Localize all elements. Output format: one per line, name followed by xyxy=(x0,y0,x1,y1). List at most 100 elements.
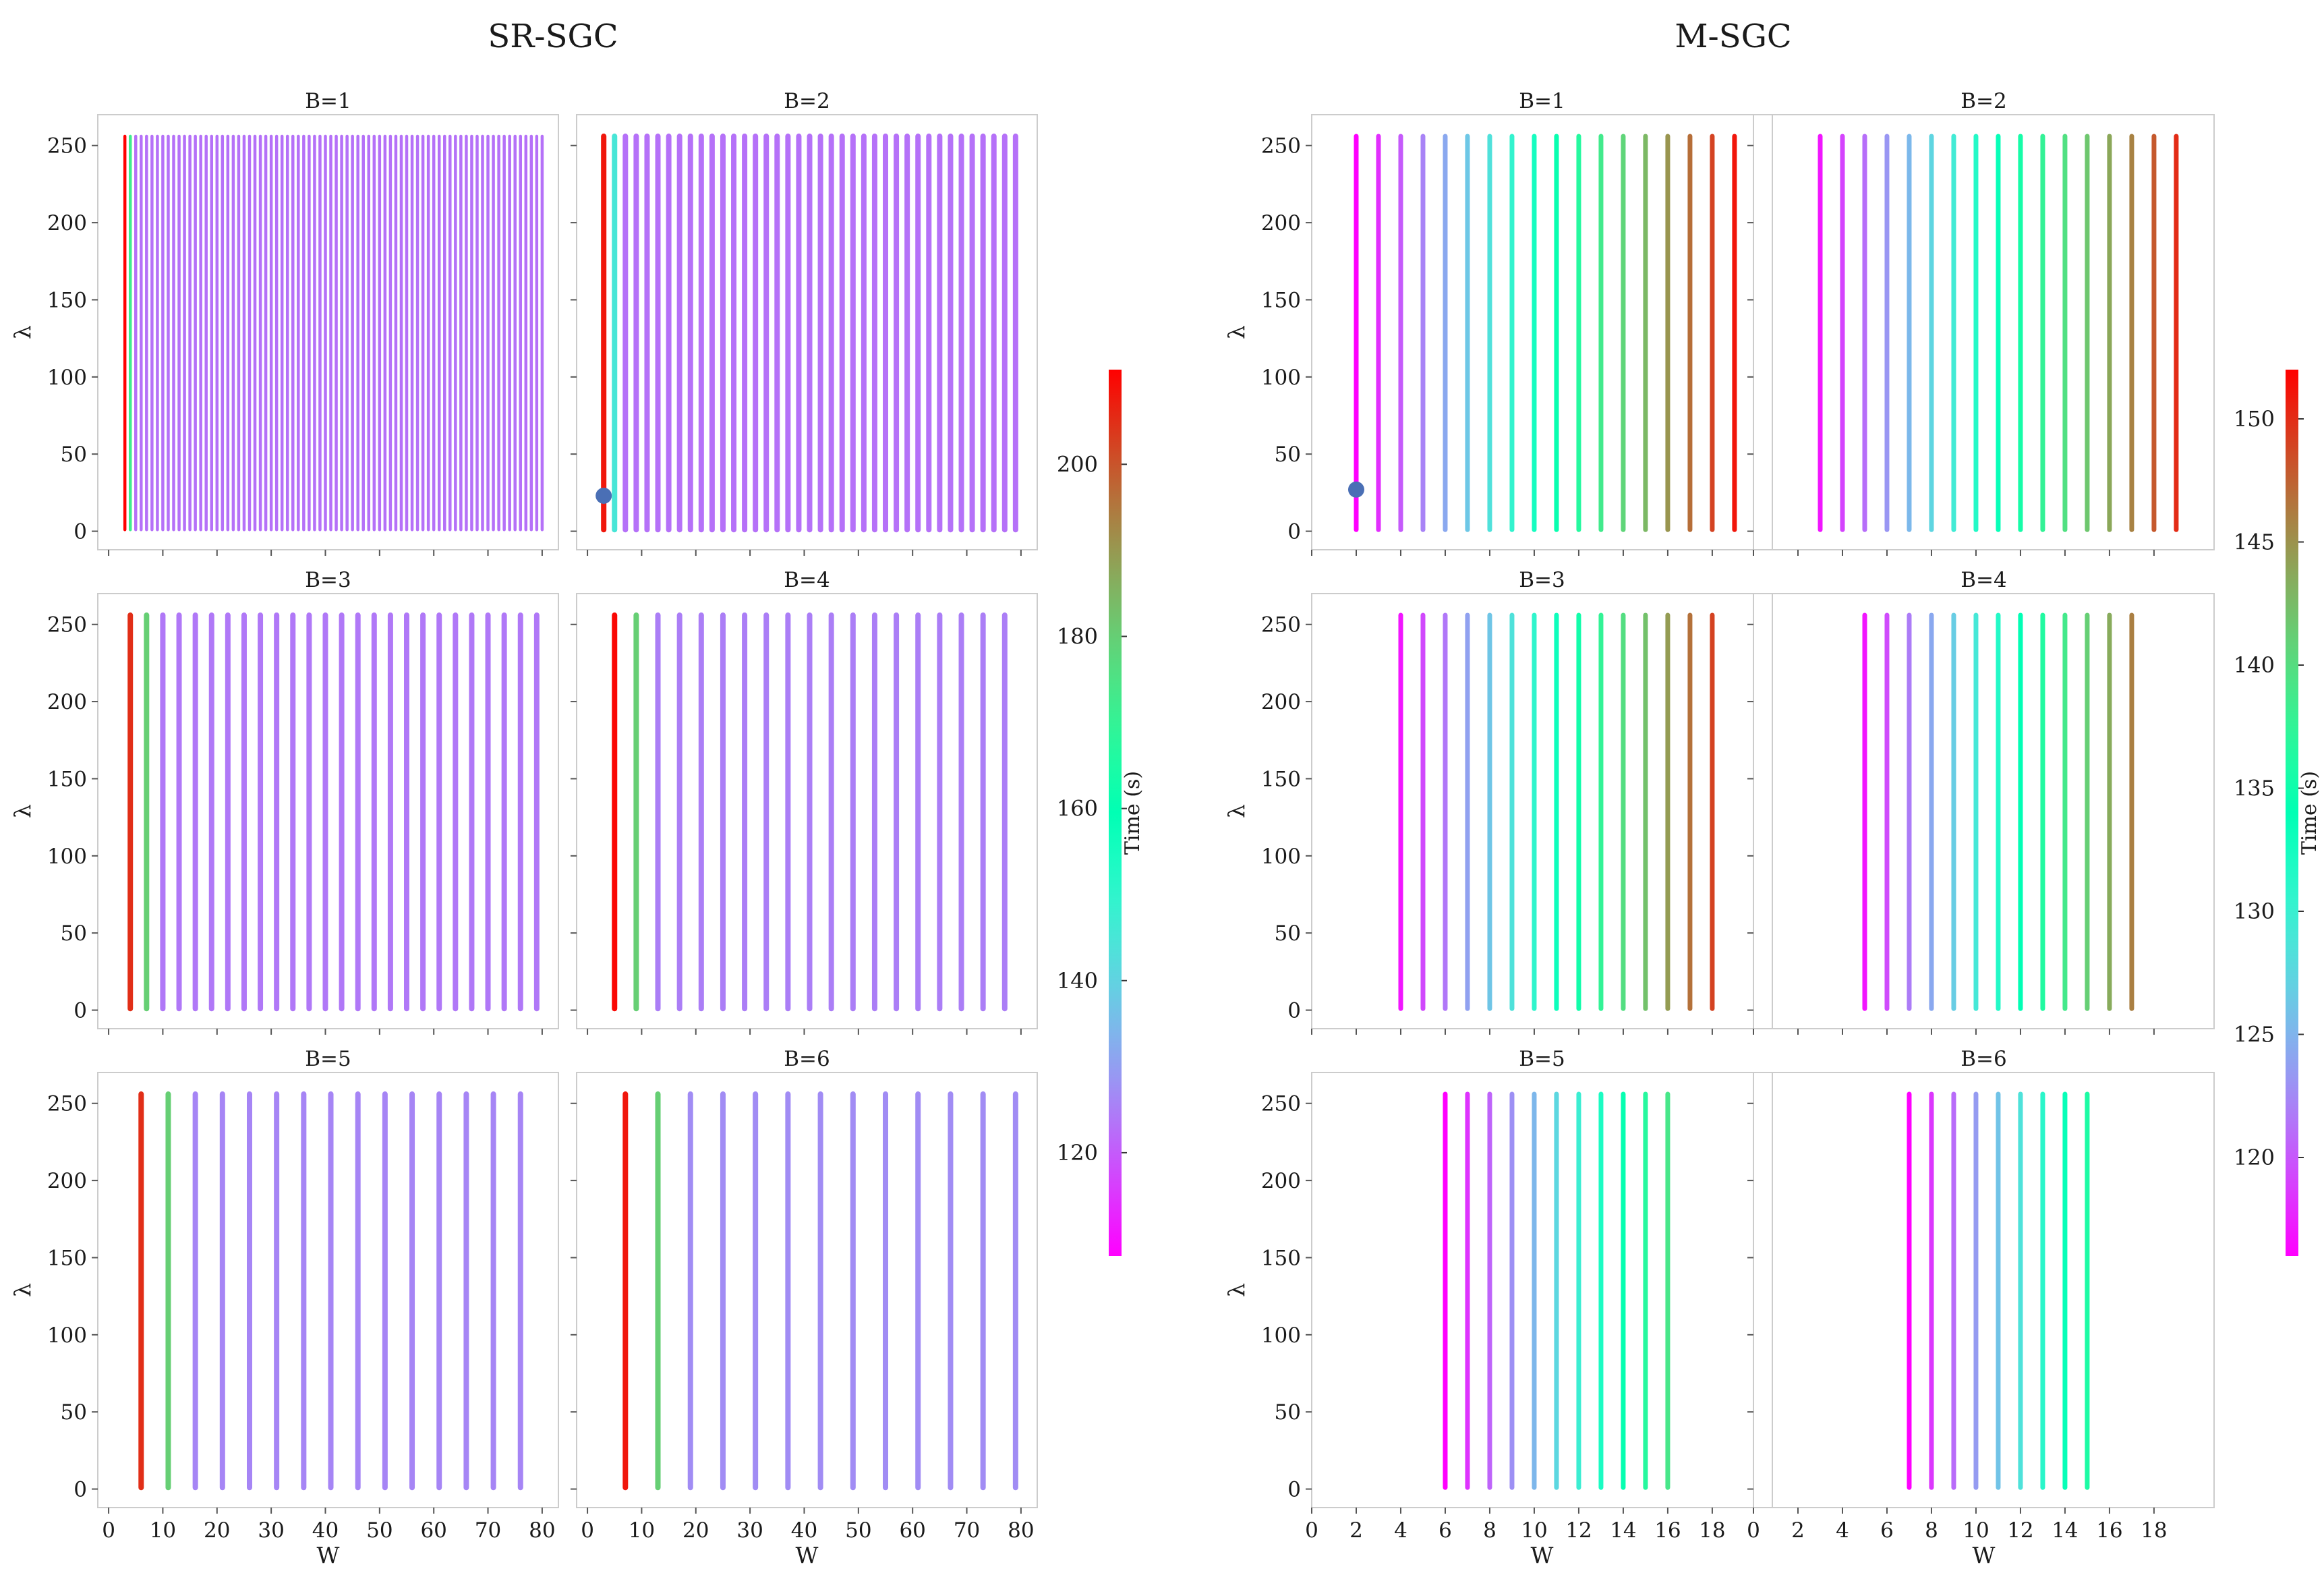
colorbar-gradient xyxy=(1109,370,1122,1256)
x-tick-label: 80 xyxy=(1008,1518,1034,1543)
x-tick-label: 50 xyxy=(366,1518,393,1543)
y-tick-label: 250 xyxy=(47,613,87,637)
subplot-B=5: B=5 0 50 100 150 200 250 λ 0 10 20 30 40 50 60 70 80 W xyxy=(9,1047,559,1568)
x-tick-label: 6 xyxy=(1439,1518,1452,1543)
subplot-title: B=4 xyxy=(1960,568,2006,592)
y-tick-label: 200 xyxy=(1261,1169,1301,1193)
x-tick-label: 30 xyxy=(258,1518,284,1543)
subplot-B=6: B=6 0 2 4 6 8 10 12 14 16 18 W xyxy=(1747,1047,2215,1568)
x-tick-label: 16 xyxy=(2096,1518,2122,1543)
x-tick-label: 18 xyxy=(1699,1518,1725,1543)
axes-frame xyxy=(576,1072,1038,1508)
subplot-title: B=1 xyxy=(305,89,351,113)
y-tick-label: 100 xyxy=(47,1323,87,1348)
panel-0: SR-SGCB=1050100150200250λB=2B=3050100150… xyxy=(9,18,1144,1568)
y-tick-label: 250 xyxy=(47,1092,87,1116)
colorbar: 120 140 160 180 200 Time (s) xyxy=(1057,370,1144,1256)
subplot-title: B=5 xyxy=(1519,1047,1565,1071)
subplot-title: B=5 xyxy=(305,1047,351,1071)
x-tick-label: 14 xyxy=(1610,1518,1636,1543)
subplot-B=1: B=1 0 50 100 150 200 250 λ xyxy=(9,89,559,556)
x-tick-label: 12 xyxy=(2007,1518,2033,1543)
y-tick-label: 0 xyxy=(74,999,87,1023)
x-tick-label: 8 xyxy=(1925,1518,1938,1543)
colorbar-tick-label: 120 xyxy=(2234,1145,2275,1170)
y-tick-label: 100 xyxy=(1261,366,1301,390)
axes-frame xyxy=(1753,114,2215,550)
y-tick-label: 100 xyxy=(47,366,87,390)
y-tick-label: 100 xyxy=(47,845,87,869)
axes-frame xyxy=(1753,1072,2215,1508)
subplot-B=5: B=5 0 50 100 150 200 250 λ 0 2 4 6 8 10 12 14 16 18 W xyxy=(1223,1047,1773,1568)
x-tick-label: 60 xyxy=(420,1518,446,1543)
colorbar-tick-label: 150 xyxy=(2234,406,2275,432)
x-tick-label: 0 xyxy=(1305,1518,1318,1543)
x-tick-label: 4 xyxy=(1394,1518,1407,1543)
y-tick-label: 150 xyxy=(47,1246,87,1270)
subplot-B=4: B=4 xyxy=(1747,568,2215,1035)
subplot-title: B=3 xyxy=(1519,568,1565,592)
colorbar-tick-label: 130 xyxy=(2234,898,2275,924)
subplot-title: B=1 xyxy=(1519,89,1565,113)
y-tick-label: 100 xyxy=(1261,845,1301,869)
y-tick-label: 200 xyxy=(47,211,87,235)
y-tick-label: 50 xyxy=(1275,921,1301,946)
axes-frame xyxy=(97,114,559,550)
y-tick-label: 50 xyxy=(61,1400,87,1425)
y-axis-label: λ xyxy=(9,1283,36,1297)
subplot-B=4: B=4 xyxy=(571,568,1038,1035)
y-tick-label: 150 xyxy=(47,288,87,312)
x-tick-label: 8 xyxy=(1483,1518,1497,1543)
colorbar-tick-label: 180 xyxy=(1057,623,1098,649)
subplot-B=3: B=3 0 50 100 150 200 250 λ xyxy=(1223,568,1773,1035)
y-tick-label: 150 xyxy=(1261,1246,1301,1270)
x-tick-label: 0 xyxy=(102,1518,115,1543)
x-tick-label: 80 xyxy=(529,1518,555,1543)
x-tick-label: 50 xyxy=(845,1518,871,1543)
colorbar-label: Time (s) xyxy=(2298,771,2321,855)
x-tick-label: 14 xyxy=(2052,1518,2078,1543)
x-tick-label: 10 xyxy=(1521,1518,1547,1543)
x-tick-label: 40 xyxy=(791,1518,817,1543)
y-axis-label: λ xyxy=(9,325,36,339)
y-tick-label: 0 xyxy=(1287,520,1301,544)
highlight-point xyxy=(1347,481,1364,498)
subplot-title: B=6 xyxy=(784,1047,830,1071)
x-tick-label: 20 xyxy=(204,1518,230,1543)
x-tick-label: 4 xyxy=(1836,1518,1849,1543)
axes-frame xyxy=(1753,593,2215,1029)
x-tick-label: 10 xyxy=(150,1518,176,1543)
subplot-title: B=2 xyxy=(1960,89,2006,113)
x-tick-label: 12 xyxy=(1565,1518,1592,1543)
subplot-B=2: B=2 xyxy=(1747,89,2215,556)
colorbar-tick-label: 160 xyxy=(1057,796,1098,822)
x-tick-label: 70 xyxy=(954,1518,980,1543)
subplot-title: B=2 xyxy=(784,89,830,113)
axes-frame xyxy=(97,1072,559,1508)
x-tick-label: 6 xyxy=(1880,1518,1894,1543)
colorbar-gradient xyxy=(2286,370,2298,1256)
y-tick-label: 100 xyxy=(1261,1323,1301,1348)
x-axis-label: W xyxy=(796,1542,819,1568)
y-tick-label: 150 xyxy=(1261,767,1301,791)
y-tick-label: 150 xyxy=(47,767,87,791)
colorbar-tick-label: 125 xyxy=(2234,1022,2275,1048)
y-tick-label: 200 xyxy=(1261,690,1301,714)
x-tick-label: 16 xyxy=(1654,1518,1681,1543)
x-tick-label: 2 xyxy=(1349,1518,1363,1543)
panel-title: M-SGC xyxy=(1675,18,1791,55)
x-tick-label: 70 xyxy=(475,1518,501,1543)
x-tick-label: 18 xyxy=(2141,1518,2167,1543)
x-tick-label: 30 xyxy=(736,1518,763,1543)
colorbar-tick-label: 200 xyxy=(1057,451,1098,477)
x-tick-label: 2 xyxy=(1791,1518,1805,1543)
y-axis-label: λ xyxy=(1223,325,1250,339)
axes-frame xyxy=(97,593,559,1029)
x-axis-label: W xyxy=(1531,1542,1554,1568)
x-tick-label: 10 xyxy=(629,1518,655,1543)
x-axis-label: W xyxy=(317,1542,340,1568)
x-tick-label: 60 xyxy=(899,1518,925,1543)
colorbar-tick-label: 135 xyxy=(2234,776,2275,801)
x-tick-label: 0 xyxy=(581,1518,594,1543)
